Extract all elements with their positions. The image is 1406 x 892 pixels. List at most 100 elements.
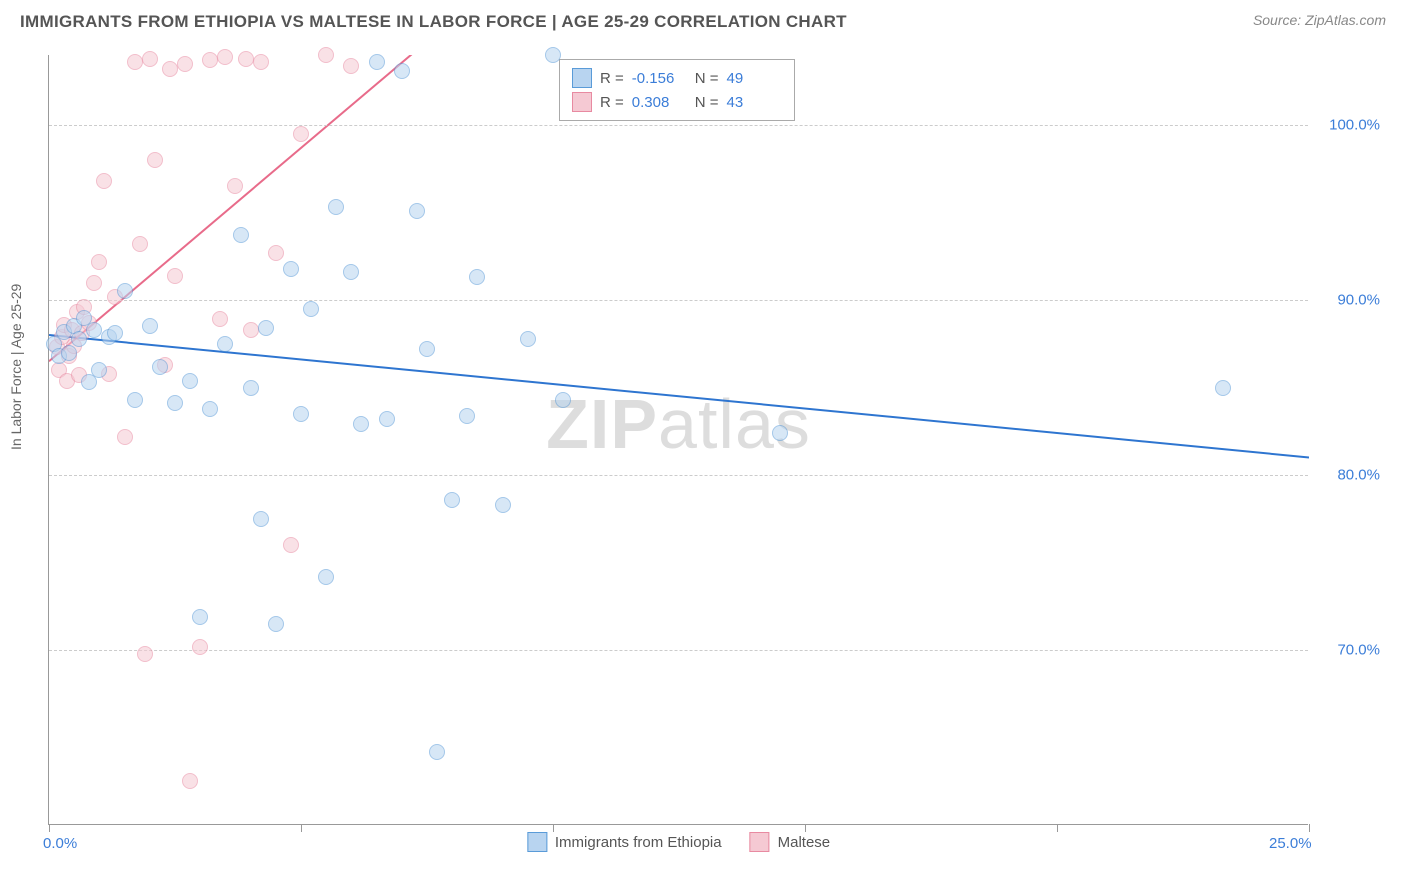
- data-point: [227, 178, 243, 194]
- data-point: [238, 51, 254, 67]
- data-point: [167, 395, 183, 411]
- data-point: [353, 416, 369, 432]
- data-point: [86, 322, 102, 338]
- x-tick: [301, 824, 302, 832]
- data-point: [459, 408, 475, 424]
- data-point: [268, 245, 284, 261]
- data-point: [444, 492, 460, 508]
- n-label: N =: [695, 70, 719, 87]
- gridline: [49, 300, 1308, 301]
- legend-row: R = -0.156 N = 49: [572, 66, 782, 90]
- gridline: [49, 650, 1308, 651]
- data-point: [202, 52, 218, 68]
- trend-line: [49, 55, 452, 361]
- data-point: [772, 425, 788, 441]
- y-tick-label: 100.0%: [1329, 117, 1380, 134]
- source-label: Source: ZipAtlas.com: [1253, 12, 1386, 28]
- data-point: [555, 392, 571, 408]
- data-point: [369, 54, 385, 70]
- data-point: [243, 322, 259, 338]
- x-tick: [1309, 824, 1310, 832]
- x-tick: [805, 824, 806, 832]
- n-label: N =: [695, 94, 719, 111]
- data-point: [243, 380, 259, 396]
- legend-item: Maltese: [750, 832, 831, 852]
- data-point: [91, 254, 107, 270]
- data-point: [1215, 380, 1231, 396]
- data-point: [318, 47, 334, 63]
- x-tick-label: 0.0%: [43, 835, 77, 852]
- chart-title: IMMIGRANTS FROM ETHIOPIA VS MALTESE IN L…: [20, 12, 847, 32]
- data-point: [71, 331, 87, 347]
- data-point: [132, 236, 148, 252]
- data-point: [152, 359, 168, 375]
- x-tick: [553, 824, 554, 832]
- data-point: [328, 199, 344, 215]
- data-point: [142, 318, 158, 334]
- data-point: [253, 54, 269, 70]
- data-point: [545, 47, 561, 63]
- r-label: R =: [600, 94, 624, 111]
- gridline: [49, 125, 1308, 126]
- data-point: [182, 373, 198, 389]
- legend-label: Immigrants from Ethiopia: [555, 834, 722, 851]
- data-point: [429, 744, 445, 760]
- data-point: [217, 336, 233, 352]
- data-point: [233, 227, 249, 243]
- data-point: [419, 341, 435, 357]
- data-point: [268, 616, 284, 632]
- plot-area: ZIPatlas R = -0.156 N = 49 R = 0.308 N =…: [48, 55, 1308, 825]
- data-point: [91, 362, 107, 378]
- correlation-legend: R = -0.156 N = 49 R = 0.308 N = 43: [559, 59, 795, 121]
- data-point: [167, 268, 183, 284]
- n-value: 43: [727, 94, 782, 111]
- legend-swatch-ethiopia: [527, 832, 547, 852]
- data-point: [520, 331, 536, 347]
- data-point: [293, 126, 309, 142]
- x-tick: [1057, 824, 1058, 832]
- data-point: [86, 275, 102, 291]
- data-point: [343, 58, 359, 74]
- data-point: [202, 401, 218, 417]
- data-point: [394, 63, 410, 79]
- data-point: [253, 511, 269, 527]
- y-tick-label: 90.0%: [1337, 292, 1380, 309]
- data-point: [303, 301, 319, 317]
- data-point: [192, 639, 208, 655]
- n-value: 49: [727, 70, 782, 87]
- trend-lines-layer: [49, 55, 1309, 825]
- data-point: [258, 320, 274, 336]
- data-point: [409, 203, 425, 219]
- chart-container: In Labor Force | Age 25-29 ZIPatlas R = …: [48, 55, 1388, 845]
- trend-line: [49, 335, 1309, 458]
- y-tick-label: 70.0%: [1337, 642, 1380, 659]
- data-point: [127, 54, 143, 70]
- data-point: [177, 56, 193, 72]
- data-point: [469, 269, 485, 285]
- r-value: 0.308: [632, 94, 687, 111]
- data-point: [137, 646, 153, 662]
- data-point: [117, 429, 133, 445]
- data-point: [293, 406, 309, 422]
- r-value: -0.156: [632, 70, 687, 87]
- data-point: [127, 392, 143, 408]
- data-point: [212, 311, 228, 327]
- data-point: [107, 325, 123, 341]
- series-legend: Immigrants from Ethiopia Maltese: [527, 832, 830, 852]
- data-point: [343, 264, 359, 280]
- data-point: [162, 61, 178, 77]
- data-point: [217, 49, 233, 65]
- data-point: [283, 261, 299, 277]
- data-point: [117, 283, 133, 299]
- data-point: [318, 569, 334, 585]
- x-tick: [49, 824, 50, 832]
- legend-swatch-maltese: [750, 832, 770, 852]
- gridline: [49, 475, 1308, 476]
- data-point: [192, 609, 208, 625]
- data-point: [96, 173, 112, 189]
- data-point: [182, 773, 198, 789]
- data-point: [61, 345, 77, 361]
- legend-swatch-maltese: [572, 92, 592, 112]
- x-tick-label: 25.0%: [1269, 835, 1312, 852]
- legend-label: Maltese: [778, 834, 831, 851]
